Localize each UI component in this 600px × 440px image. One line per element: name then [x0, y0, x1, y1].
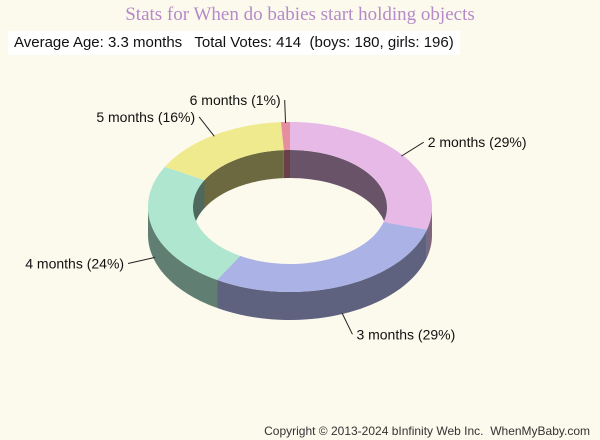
leader-5-months-16	[198, 116, 215, 137]
outer-wall-4-months-24	[148, 207, 218, 308]
slice-6-months-1	[280, 122, 290, 151]
inner-wall-4-months-24	[193, 180, 205, 235]
leader-3-months-29	[341, 312, 353, 335]
inner-wall-6-months-1	[283, 150, 290, 179]
label-5-months-16: 5 months (16%)	[96, 109, 195, 125]
leader-4-months-24	[127, 256, 156, 265]
copyright-footer: Copyright © 2013-2024 bInfinity Web Inc.…	[264, 424, 590, 438]
slice-leader-lines	[127, 100, 424, 335]
slice-labels: 2 months (29%) 3 months (29%) 4 months (24…	[25, 92, 526, 342]
outer-wall-3-months-29	[217, 229, 427, 320]
label-4-months-24: 4 months (24%)	[25, 256, 124, 272]
slice-3-months-29	[217, 222, 427, 292]
label-2-months-29: 2 months (29%)	[428, 134, 527, 150]
chart-title: Stats for When do babies start holding o…	[125, 4, 475, 25]
inner-wall-5-months-16	[204, 150, 284, 209]
leader-6-months-1	[284, 100, 287, 124]
label-6-months-1: 6 months (1%)	[190, 92, 281, 108]
donut-walls	[148, 150, 432, 320]
vote-summary: Average Age: 3.3 months Total Votes: 414…	[8, 31, 460, 55]
slice-4-months-24	[148, 166, 241, 280]
label-3-months-29: 3 months (29%)	[356, 326, 455, 342]
slice-5-months-16	[164, 122, 284, 181]
donut-top-faces	[148, 122, 432, 292]
outer-wall-2-months-29	[426, 207, 432, 258]
leader-2-months-29	[401, 141, 424, 157]
inner-wall-2-months-29	[290, 150, 387, 235]
slice-2-months-29	[290, 122, 432, 230]
